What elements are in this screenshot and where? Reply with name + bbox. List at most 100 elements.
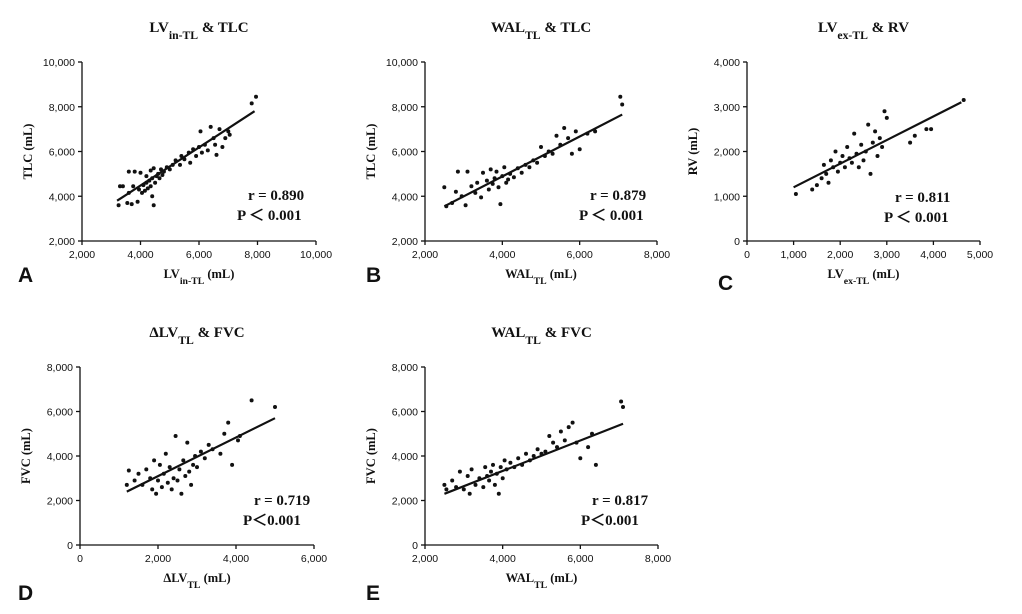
data-point	[884, 115, 889, 120]
data-point	[566, 136, 571, 141]
y-axis-label: FVC (mL)	[19, 428, 33, 484]
y-tick-label: 3,000	[714, 102, 740, 114]
panel-label: E	[366, 582, 380, 605]
data-point	[491, 462, 495, 467]
data-point	[450, 478, 455, 483]
data-point	[502, 458, 507, 463]
data-point	[163, 451, 168, 456]
data-point	[481, 170, 485, 175]
data-point	[214, 152, 219, 157]
x-tick-label: 6,000	[567, 249, 593, 261]
y-axis-label: TLC (mL)	[21, 124, 35, 180]
y-tick-label: 4,000	[392, 191, 418, 203]
y-tick-label: 2,000	[49, 236, 75, 248]
data-point	[165, 480, 170, 485]
data-point	[856, 165, 861, 170]
data-point	[132, 478, 137, 483]
data-point	[496, 491, 501, 496]
data-point	[116, 203, 121, 208]
x-axis-label: ΔLVTL (mL)	[163, 571, 230, 591]
data-point	[826, 180, 831, 185]
data-point	[819, 176, 824, 181]
y-tick-label: 4,000	[47, 451, 73, 463]
data-point	[120, 184, 125, 189]
data-point	[833, 149, 838, 154]
data-point	[159, 485, 164, 490]
y-tick-label: 0	[412, 540, 418, 552]
data-point	[129, 202, 134, 207]
data-point	[183, 474, 188, 478]
data-point	[136, 471, 141, 476]
p-value: P ＜ 0.001	[884, 210, 949, 226]
y-tick-label: 10,000	[43, 57, 75, 69]
data-point	[205, 148, 210, 153]
data-point	[880, 145, 885, 149]
data-point	[187, 469, 192, 474]
data-point	[125, 201, 130, 205]
data-point	[175, 478, 180, 483]
regression-line	[116, 110, 256, 202]
x-tick-label: 2,000	[412, 553, 438, 565]
r-value: r = 0.817	[592, 493, 649, 509]
data-point	[222, 431, 227, 436]
data-point	[148, 184, 153, 189]
x-tick-label: 8,000	[644, 249, 670, 261]
data-point	[619, 399, 624, 404]
data-point	[929, 127, 934, 132]
x-axis-label: LVin-TL (mL)	[164, 267, 235, 287]
data-point	[177, 467, 182, 472]
regression-line	[444, 422, 624, 495]
chart-title: WALTL & FVC	[491, 325, 592, 347]
data-point	[824, 171, 829, 176]
data-point	[442, 482, 447, 487]
x-axis-label: LVex-TL (mL)	[828, 267, 900, 287]
data-point	[145, 186, 150, 191]
data-point	[498, 202, 503, 207]
y-tick-label: 8,000	[49, 102, 75, 114]
data-point	[593, 462, 598, 467]
data-point	[137, 187, 141, 192]
data-point	[455, 169, 460, 174]
data-point	[191, 462, 196, 467]
data-point	[488, 167, 493, 172]
data-point	[535, 447, 540, 452]
x-tick-label: 4,000	[223, 553, 249, 565]
y-tick-label: 6,000	[392, 147, 418, 159]
data-point	[226, 129, 231, 134]
data-point	[173, 434, 178, 438]
data-point	[845, 145, 850, 149]
regression-line	[126, 417, 276, 493]
x-tick-label: 6,000	[567, 553, 593, 565]
data-point	[218, 451, 223, 456]
data-point	[504, 180, 509, 185]
data-point	[469, 184, 474, 189]
data-point	[793, 192, 798, 196]
data-point	[573, 129, 578, 134]
chart-title: ΔLVTL & FVC	[149, 325, 244, 347]
x-axis-label: WALTL (mL)	[505, 267, 577, 287]
data-point	[550, 151, 555, 156]
r-value: r = 0.811	[895, 190, 950, 206]
data-point	[569, 151, 574, 156]
data-point	[875, 154, 880, 158]
data-point	[506, 177, 511, 182]
data-point	[220, 145, 225, 149]
data-point	[912, 133, 917, 138]
data-point	[618, 94, 623, 99]
chart-title: WALTL & TLC	[491, 20, 591, 42]
x-tick-label: 4,000	[489, 249, 515, 261]
chart-panel-b: WALTL & TLC 2,000 4,000 6,000 8,000 2,000 4,00…	[364, 20, 670, 287]
data-point	[195, 465, 199, 470]
data-point	[144, 174, 149, 179]
data-point	[961, 98, 966, 102]
data-point	[621, 405, 625, 409]
data-point	[152, 458, 157, 463]
y-tick-label: 4,000	[49, 191, 75, 203]
data-point	[481, 485, 486, 490]
chart-panel-d: ΔLVTL & FVC 0 2,000 4,000 6,000 0 2,000 4,000 6,…	[18, 325, 327, 605]
y-tick-label: 0	[67, 540, 73, 552]
y-tick-label: 4,000	[392, 451, 418, 463]
data-point	[198, 129, 203, 134]
x-tick-label: 2,000	[412, 249, 438, 261]
p-value: P＜0.001	[243, 513, 301, 529]
